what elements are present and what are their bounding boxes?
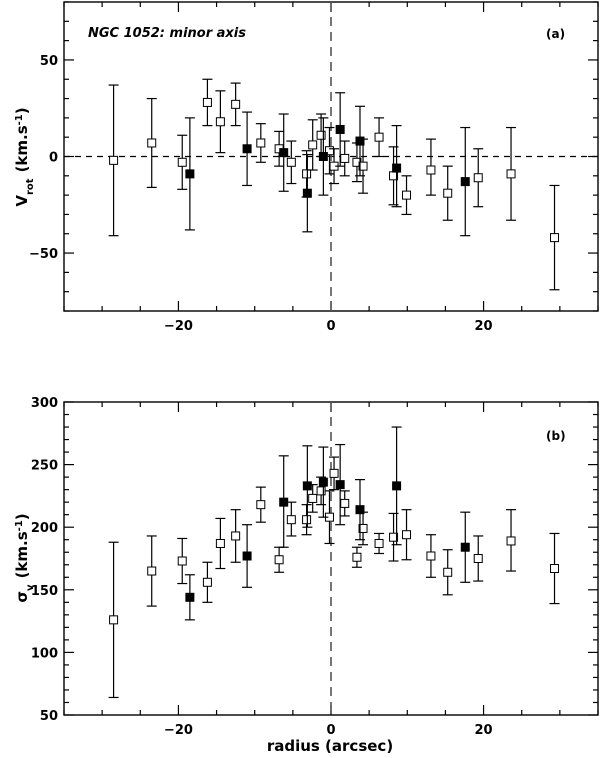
panel-a-filled-square-point: [392, 163, 402, 173]
panel-a-filled-square-point: [279, 148, 289, 158]
panel-a-y-tick-label: 0: [49, 151, 58, 166]
panel-b-open-square-point: [256, 500, 266, 510]
panel-b-label: (b): [546, 429, 566, 443]
panel-a-open-square-point: [443, 188, 453, 198]
panel-a-ylabel-main: V: [13, 195, 31, 207]
panel-a-ylabel-exp: -1: [14, 114, 25, 125]
panel-b-ylabel-main: σ: [13, 591, 31, 603]
panel-a-annotation: NGC 1052: minor axis: [88, 26, 246, 41]
panel-b-open-square-point: [443, 567, 453, 577]
panel-b-open-square-point: [374, 538, 384, 548]
panel-b-x-tick-label: 20: [475, 723, 493, 738]
panel-b-open-square-point: [302, 515, 312, 525]
panel-b-open-square-point: [389, 532, 399, 542]
panel-b-open-square-point: [550, 564, 560, 574]
panel-b-y-tick-label: 250: [31, 459, 58, 474]
panel-a-filled-square-point: [185, 169, 195, 179]
panel-a-open-square-point: [256, 138, 266, 148]
panel-b-ylabel-sub: v: [25, 584, 36, 591]
panel-b-x-axis-label: radius (arcsec): [267, 737, 393, 755]
panel-a-ylabel-close: ): [13, 107, 31, 114]
panel-a-open-square-point: [286, 157, 296, 167]
panel-b-open-square-point: [329, 468, 339, 478]
panel-a-filled-square-point: [302, 188, 312, 198]
panel-b-filled-square-point: [355, 505, 365, 515]
panel-b-open-square-point: [147, 566, 157, 576]
panel-b-y-axis-label: σv (km.s-1): [13, 513, 36, 602]
panel-b-filled-square-point: [318, 477, 328, 487]
panel-a-x-tick-label: 20: [475, 319, 493, 334]
panel-b-open-square-point: [340, 498, 350, 508]
panel-b-open-square-point: [506, 536, 516, 546]
panel-a-ylabel-sub: rot: [25, 178, 36, 195]
panel-b-filled-square-point: [242, 551, 252, 561]
panel-b-y-tick-label: 150: [31, 584, 58, 599]
panel-b-ylabel-close: ): [13, 513, 31, 520]
panel-a-open-square-point: [473, 173, 483, 183]
panel-a-open-square-point: [550, 233, 560, 243]
panel-a-filled-square-point: [460, 177, 470, 187]
panel-a-filled-square-point: [242, 144, 252, 154]
panel-b-open-square-point: [231, 531, 241, 541]
panel-b-y-tick-label: 300: [31, 396, 58, 411]
panel-a-open-square-point: [316, 130, 326, 140]
panel-b-ylabel-unit: (km.s: [13, 531, 31, 578]
panel-a-y-tick-label: 50: [40, 54, 58, 69]
panel-b-open-square-point: [358, 523, 368, 533]
panel-a-open-square-point: [426, 165, 436, 175]
panel-b-open-square-point: [352, 552, 362, 562]
panel-b-x-tick-label: 0: [326, 723, 335, 738]
panel-a-filled-square-point: [318, 152, 328, 161]
panel-a-open-square-point: [147, 138, 157, 148]
panel-b-open-square-point: [286, 515, 296, 525]
panel-a-velocity-plot: NGC 1052: minor axis (a) Vrot (km.s-1) −2…: [13, 1, 599, 334]
panel-b-filled-square-point: [185, 592, 195, 602]
panel-a-y-axis-label: Vrot (km.s-1): [13, 107, 36, 206]
panel-a-open-square-point: [374, 132, 384, 142]
panel-b-open-square-point: [109, 615, 119, 625]
panel-a-filled-square-point: [335, 124, 345, 134]
panel-b-open-square-point: [402, 530, 412, 540]
panel-a-open-square-point: [109, 155, 119, 165]
panel-b-ylabel-exp: -1: [14, 520, 25, 531]
panel-a-open-square-point: [231, 99, 241, 109]
panel-b-x-tick-label: −20: [164, 723, 193, 738]
panel-b-open-square-point: [202, 577, 212, 587]
panel-b-open-square-point: [473, 554, 483, 563]
panel-b-filled-square-point: [392, 481, 402, 491]
panel-a-open-square-point: [402, 190, 412, 200]
panel-b-open-square-point: [426, 551, 436, 561]
panel-b-open-square-point: [177, 556, 187, 566]
panel-a-open-square-point: [215, 117, 225, 127]
panel-b-dispersion-plot: (b) σv (km.s-1) radius (arcsec) −20 0 20 50 1…: [13, 396, 599, 755]
panel-a-open-square-point: [302, 169, 312, 179]
panel-a-x-tick-label: 0: [326, 319, 335, 334]
panel-a-filled-square-point: [355, 136, 365, 146]
panel-b-filled-square-point: [302, 481, 312, 491]
panel-b-filled-square-point: [279, 497, 289, 507]
panel-b-filled-square-point: [460, 542, 470, 552]
panel-b-open-square-point: [274, 555, 284, 565]
panel-b-y-tick-label: 50: [40, 709, 58, 724]
panel-b-open-square-point: [308, 493, 318, 503]
panel-a-ylabel-unit: (km.s: [13, 125, 31, 172]
panel-a-open-square-point: [177, 157, 187, 167]
panel-b-y-tick-label: 100: [31, 646, 58, 661]
panel-a-open-square-point: [506, 169, 516, 179]
panel-a-y-tick-label: −50: [29, 247, 58, 262]
panel-a-open-square-point: [340, 153, 350, 163]
panel-a-x-tick-label: −20: [164, 319, 193, 334]
panel-b-open-square-point: [215, 538, 225, 548]
panel-b-filled-square-point: [335, 480, 345, 490]
panel-a-open-square-point: [202, 97, 212, 107]
panel-a-open-square-point: [308, 140, 318, 150]
panel-b-y-tick-label: 200: [31, 521, 58, 536]
panel-a-open-square-point: [358, 161, 368, 171]
panel-a-label: (a): [546, 27, 565, 41]
